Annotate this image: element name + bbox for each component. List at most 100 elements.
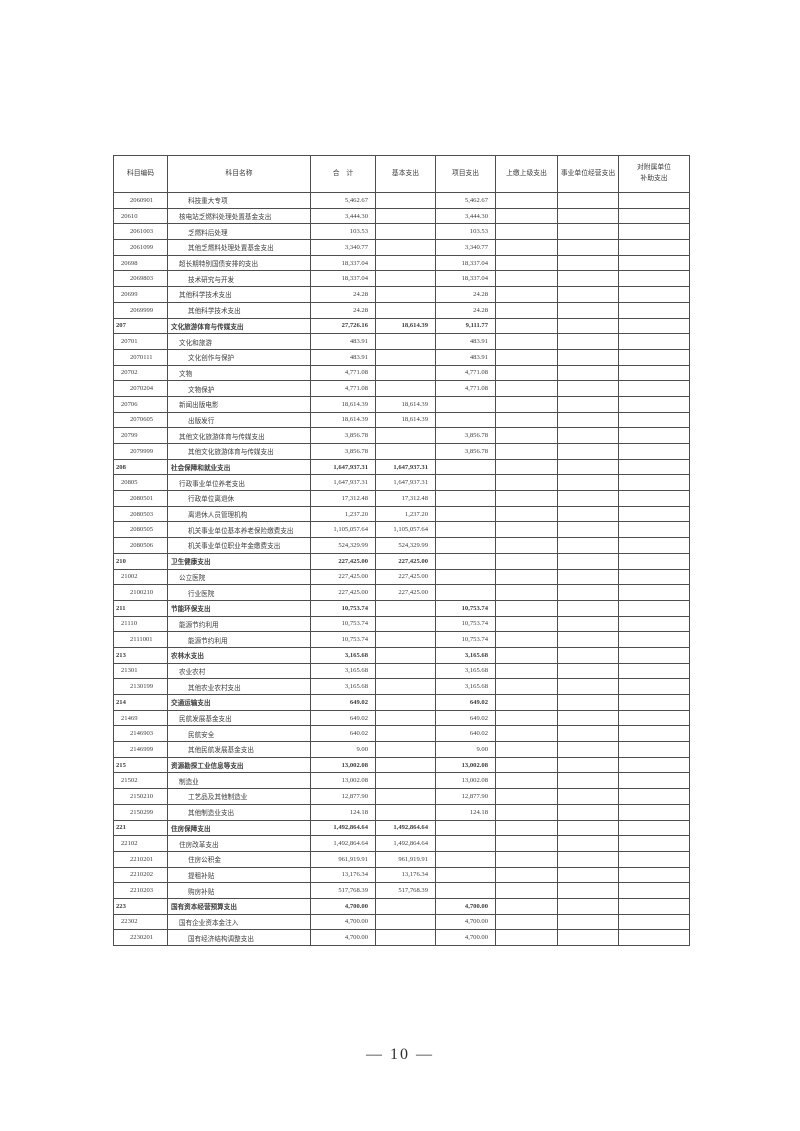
remit-to-superior-cell bbox=[495, 458, 558, 476]
project-expenditure-cell bbox=[435, 882, 496, 899]
operating-expenditure-cell bbox=[557, 270, 619, 288]
subject-code-cell: 2146999 bbox=[113, 741, 168, 758]
subject-code-cell: 20698 bbox=[113, 254, 168, 272]
table-row: 215 资源勘探工业信息等支出 13,002.08 13,002.08 bbox=[113, 756, 690, 774]
subsidy-to-affiliates-cell bbox=[618, 411, 690, 429]
subsidy-to-affiliates-cell bbox=[618, 552, 690, 570]
project-expenditure-cell: 18,337.04 bbox=[435, 254, 496, 272]
operating-expenditure-cell bbox=[557, 552, 619, 570]
total-cell: 24.28 bbox=[310, 301, 376, 319]
remit-to-superior-cell bbox=[495, 474, 558, 492]
subject-code-cell: 2130199 bbox=[113, 678, 168, 695]
table-row: 2080506 机关事业单位职业年金缴费支出 524,329.99 524,32… bbox=[113, 537, 690, 554]
subject-code-cell: 210 bbox=[113, 552, 168, 570]
col-header-total: 合 计 bbox=[310, 155, 376, 193]
project-expenditure-cell: 483.91 bbox=[435, 348, 496, 366]
project-expenditure-cell bbox=[435, 819, 496, 837]
subject-code-cell: 2230201 bbox=[113, 929, 168, 946]
project-expenditure-cell: 4,700.00 bbox=[435, 913, 496, 931]
total-cell: 10,753.74 bbox=[310, 615, 376, 633]
subject-code-cell: 21301 bbox=[113, 662, 168, 680]
table-row: 21502 制造业 13,002.08 13,002.08 bbox=[113, 772, 690, 790]
subsidy-to-affiliates-cell bbox=[618, 819, 690, 837]
remit-to-superior-cell bbox=[495, 929, 558, 946]
basic-expenditure-cell: 18,614.39 bbox=[375, 317, 436, 335]
table-row: 2230201 国有经济结构调整支出 4,700.00 4,700.00 bbox=[113, 929, 690, 946]
basic-expenditure-cell: 1,105,057.64 bbox=[375, 521, 436, 539]
subject-code-cell: 2150299 bbox=[113, 803, 168, 821]
basic-expenditure-cell: 1,492,864.64 bbox=[375, 819, 436, 837]
total-cell: 517,768.39 bbox=[310, 882, 376, 899]
subsidy-to-affiliates-cell bbox=[618, 239, 690, 256]
total-cell: 5,462.67 bbox=[310, 192, 376, 209]
subject-code-cell: 2069803 bbox=[113, 270, 168, 288]
total-cell: 483.91 bbox=[310, 333, 376, 350]
subsidy-to-affiliates-cell bbox=[618, 395, 690, 413]
operating-expenditure-cell bbox=[557, 725, 619, 743]
basic-expenditure-cell bbox=[375, 599, 436, 617]
table-row: 20799 其他文化旅游体育与传媒支出 3,856.78 3,856.78 bbox=[113, 427, 690, 444]
basic-expenditure-cell bbox=[375, 301, 436, 319]
operating-expenditure-cell bbox=[557, 741, 619, 758]
remit-to-superior-cell bbox=[495, 521, 558, 539]
subject-code-cell: 211 bbox=[113, 599, 168, 617]
remit-to-superior-cell bbox=[495, 897, 558, 915]
total-cell: 1,237.20 bbox=[310, 505, 376, 523]
total-cell: 3,165.68 bbox=[310, 678, 376, 695]
project-expenditure-cell bbox=[435, 568, 496, 586]
operating-expenditure-cell bbox=[557, 380, 619, 397]
subject-name-cell: 文化和旅游 bbox=[167, 333, 311, 350]
project-expenditure-cell: 4,700.00 bbox=[435, 897, 496, 915]
project-expenditure-cell: 3,856.78 bbox=[435, 443, 496, 460]
subject-name-cell: 行业医院 bbox=[167, 584, 311, 601]
subject-code-cell: 22302 bbox=[113, 913, 168, 931]
subject-code-cell: 2069999 bbox=[113, 301, 168, 319]
subsidy-to-affiliates-cell bbox=[618, 333, 690, 350]
subsidy-to-affiliates-cell bbox=[618, 427, 690, 444]
operating-expenditure-cell bbox=[557, 850, 619, 868]
basic-expenditure-cell bbox=[375, 897, 436, 915]
basic-expenditure-cell bbox=[375, 207, 436, 225]
total-cell: 27,726.16 bbox=[310, 317, 376, 335]
subsidy-to-affiliates-cell bbox=[618, 709, 690, 727]
subsidy-to-affiliates-cell bbox=[618, 270, 690, 288]
basic-expenditure-cell bbox=[375, 772, 436, 790]
project-expenditure-cell: 103.53 bbox=[435, 223, 496, 241]
remit-to-superior-cell bbox=[495, 725, 558, 743]
remit-to-superior-cell bbox=[495, 599, 558, 617]
table-row: 208 社会保障和就业支出 1,647,937.31 1,647,937.31 bbox=[113, 458, 690, 476]
table-row: 2150210 工艺品及其他制造业 12,877.90 12,877.90 bbox=[113, 788, 690, 805]
table-row: 221 住房保障支出 1,492,864.64 1,492,864.64 bbox=[113, 819, 690, 837]
basic-expenditure-cell: 517,768.39 bbox=[375, 882, 436, 899]
remit-to-superior-cell bbox=[495, 286, 558, 303]
subject-code-cell: 20799 bbox=[113, 427, 168, 444]
subsidy-to-affiliates-cell bbox=[618, 443, 690, 460]
total-cell: 1,647,937.31 bbox=[310, 474, 376, 492]
subject-code-cell: 223 bbox=[113, 897, 168, 915]
project-expenditure-cell bbox=[435, 411, 496, 429]
subsidy-to-affiliates-cell bbox=[618, 646, 690, 664]
table-row: 20699 其他科学技术支出 24.28 24.28 bbox=[113, 286, 690, 303]
subject-code-cell: 21469 bbox=[113, 709, 168, 727]
subject-code-cell: 2100210 bbox=[113, 584, 168, 601]
subject-name-cell: 其他制造业支出 bbox=[167, 803, 311, 821]
subject-code-cell: 2080505 bbox=[113, 521, 168, 539]
subject-code-cell: 2061003 bbox=[113, 223, 168, 241]
total-cell: 24.28 bbox=[310, 286, 376, 303]
subject-name-cell: 其他文化旅游体育与传媒支出 bbox=[167, 427, 311, 444]
subject-name-cell: 购房补贴 bbox=[167, 882, 311, 899]
subsidy-to-affiliates-cell bbox=[618, 584, 690, 601]
subject-code-cell: 20702 bbox=[113, 364, 168, 382]
remit-to-superior-cell bbox=[495, 584, 558, 601]
subject-code-cell: 20805 bbox=[113, 474, 168, 492]
basic-expenditure-cell: 1,647,937.31 bbox=[375, 458, 436, 476]
remit-to-superior-cell bbox=[495, 615, 558, 633]
subject-name-cell: 文物保护 bbox=[167, 380, 311, 397]
basic-expenditure-cell bbox=[375, 364, 436, 382]
subject-code-cell: 2080506 bbox=[113, 537, 168, 554]
operating-expenditure-cell bbox=[557, 615, 619, 633]
subject-name-cell: 资源勘探工业信息等支出 bbox=[167, 756, 311, 774]
col-header-subject-name: 科目名称 bbox=[167, 155, 311, 193]
remit-to-superior-cell bbox=[495, 364, 558, 382]
